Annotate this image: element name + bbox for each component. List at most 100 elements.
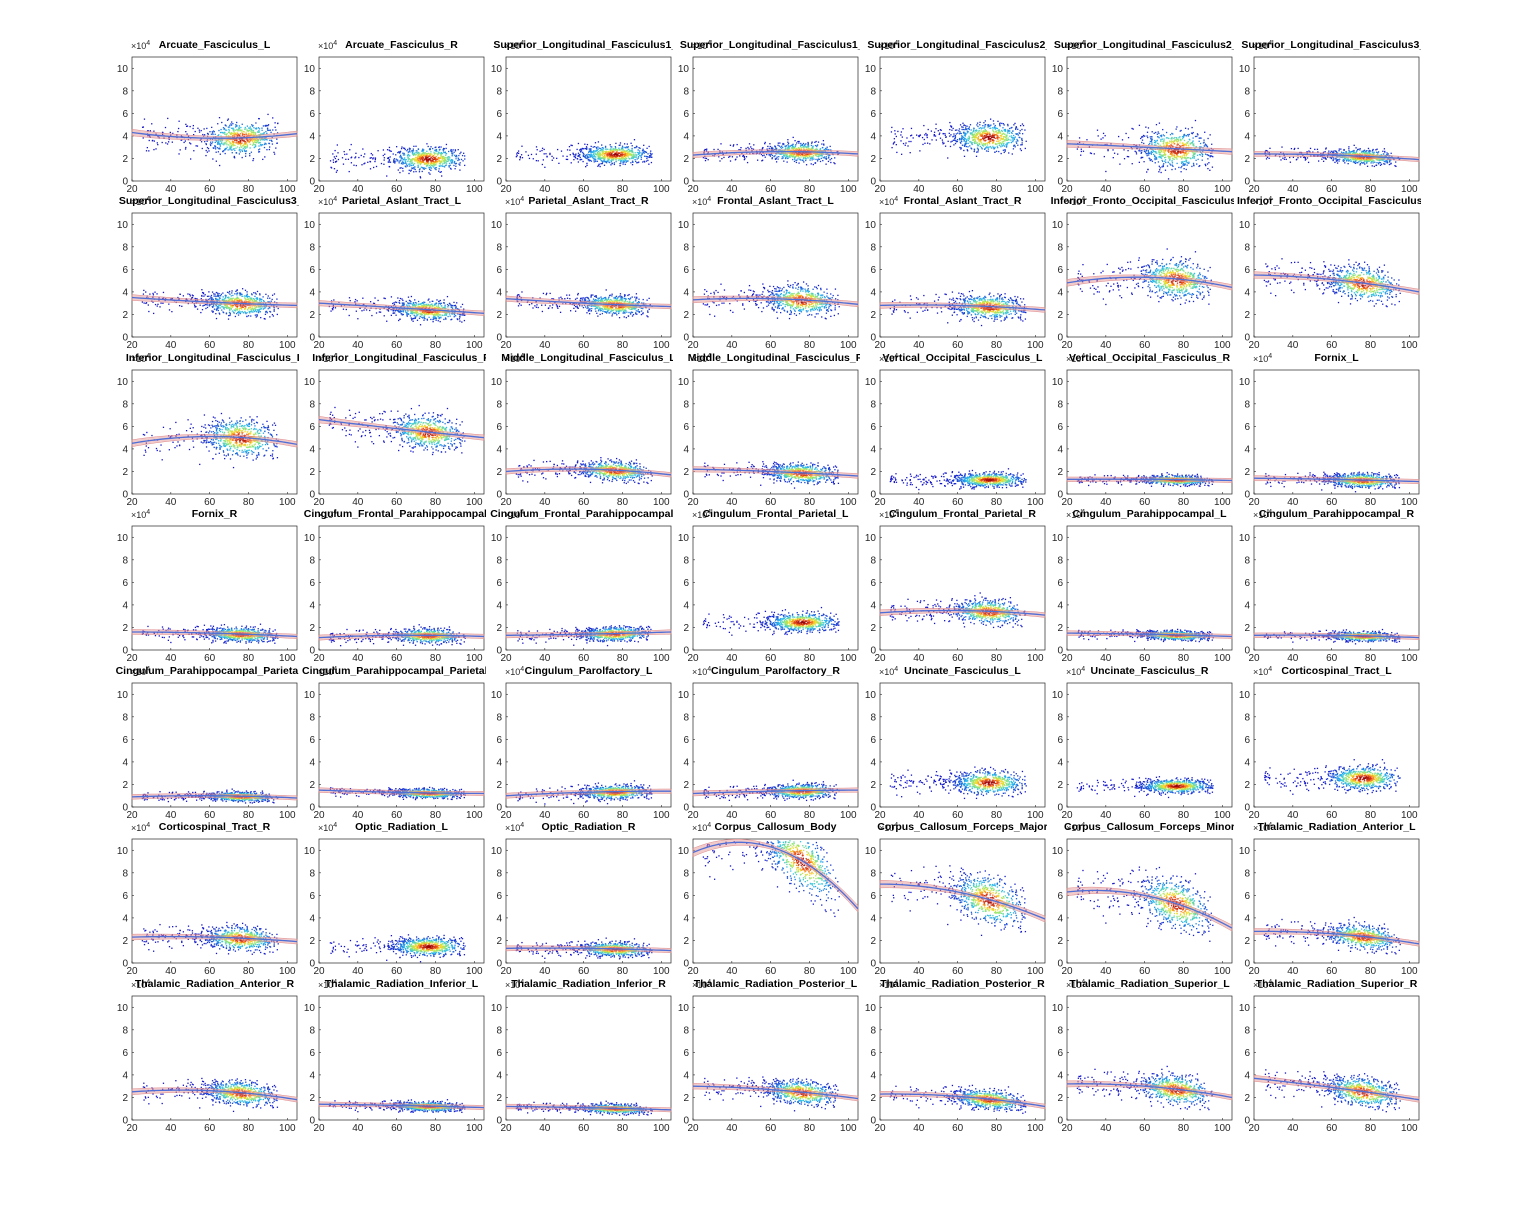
scatter-point <box>569 149 570 150</box>
scatter-point <box>372 154 373 155</box>
scatter-point <box>583 153 584 154</box>
scatter-point <box>622 149 623 150</box>
scatter-point <box>628 156 629 157</box>
scatter-point <box>1008 139 1009 140</box>
scatter-point <box>192 128 193 129</box>
scatter-point <box>922 137 923 138</box>
scatter-point <box>268 124 269 125</box>
scatter-point <box>210 145 211 146</box>
scatter-point <box>455 150 456 151</box>
scatter-point <box>525 151 526 152</box>
scatter-point <box>588 159 589 160</box>
scatter-point <box>997 146 998 147</box>
scatter-point <box>1009 128 1010 129</box>
scatter-point <box>237 133 238 134</box>
scatter-point <box>400 155 401 156</box>
scatter-point <box>642 161 643 162</box>
scatter-point <box>436 150 437 151</box>
scatter-point <box>221 142 222 143</box>
scatter-point <box>1007 124 1008 125</box>
scatter-point <box>189 126 190 127</box>
scatter-point <box>167 143 168 144</box>
scatter-point <box>420 177 421 178</box>
scatter-point <box>417 163 418 164</box>
scatter-point <box>790 154 791 155</box>
scatter-point <box>401 148 402 149</box>
scatter-point <box>442 156 443 157</box>
scatter-point <box>411 159 412 160</box>
scatter-point <box>432 148 433 149</box>
scatter-point <box>455 166 456 167</box>
scatter-point <box>988 131 989 132</box>
scatter-point <box>987 132 988 133</box>
scatter-point <box>440 172 441 173</box>
scatter-point <box>405 149 406 150</box>
scatter-point <box>419 156 420 157</box>
scatter-point <box>720 143 721 144</box>
scatter-point <box>792 145 793 146</box>
scatter-point <box>706 149 707 150</box>
scatter-point <box>397 152 398 153</box>
scatter-point <box>433 152 434 153</box>
scatter-point <box>785 148 786 149</box>
scatter-point <box>638 153 639 154</box>
scatter-point <box>615 143 616 144</box>
y-tick-label: 2 <box>122 154 128 165</box>
scatter-point <box>409 149 410 150</box>
scatter-point <box>185 140 186 141</box>
scatter-point <box>277 123 278 124</box>
scatter-point <box>605 148 606 149</box>
scatter-point <box>614 162 615 163</box>
scatter-point <box>433 157 434 158</box>
scatter-point <box>945 146 946 147</box>
scatter-point <box>794 161 795 162</box>
scatter-point <box>415 171 416 172</box>
scatter-point <box>649 146 650 147</box>
scatter-point <box>430 160 431 161</box>
scatter-point <box>772 157 773 158</box>
scatter-point <box>464 165 465 166</box>
scatter-point <box>172 142 173 143</box>
scatter-point <box>721 158 722 159</box>
scatter-point <box>424 168 425 169</box>
scatter-point <box>247 140 248 141</box>
scatter-point <box>528 155 529 156</box>
scatter-point <box>256 127 257 128</box>
scatter-point <box>253 127 254 128</box>
scatter-point <box>985 120 986 121</box>
scatter-point <box>459 164 460 165</box>
scatter-point <box>570 145 571 146</box>
scatter-point <box>242 145 243 146</box>
scatter-point <box>1001 153 1002 154</box>
scatter-point <box>948 141 949 142</box>
scatter-point <box>403 147 404 148</box>
scatter-point <box>777 145 778 146</box>
scatter-point <box>978 136 979 137</box>
scatter-point <box>580 149 581 150</box>
scatter-point <box>417 167 418 168</box>
scatter-point <box>266 125 267 126</box>
scatter-point <box>227 120 228 121</box>
x-tick-label: 80 <box>617 184 629 195</box>
scatter-point <box>993 132 994 133</box>
scatter-point <box>168 141 169 142</box>
scatter-point <box>258 118 259 119</box>
scatter-point <box>643 153 644 154</box>
scatter-point <box>646 156 647 157</box>
scatter-point <box>587 154 588 155</box>
scatter-point <box>959 128 960 129</box>
scatter-point <box>1016 127 1017 128</box>
scatter-point <box>780 154 781 155</box>
scatter-point <box>926 134 927 135</box>
scatter-point <box>950 125 951 126</box>
scatter-point <box>625 156 626 157</box>
scatter-point <box>216 152 217 153</box>
scatter-point <box>521 146 522 147</box>
scatter-point <box>1004 152 1005 153</box>
scatter-point <box>254 144 255 145</box>
scatter-point <box>818 156 819 157</box>
scatter-point <box>775 148 776 149</box>
scatter-point <box>236 140 237 141</box>
scatter-point <box>1008 152 1009 153</box>
scatter-point <box>416 160 417 161</box>
